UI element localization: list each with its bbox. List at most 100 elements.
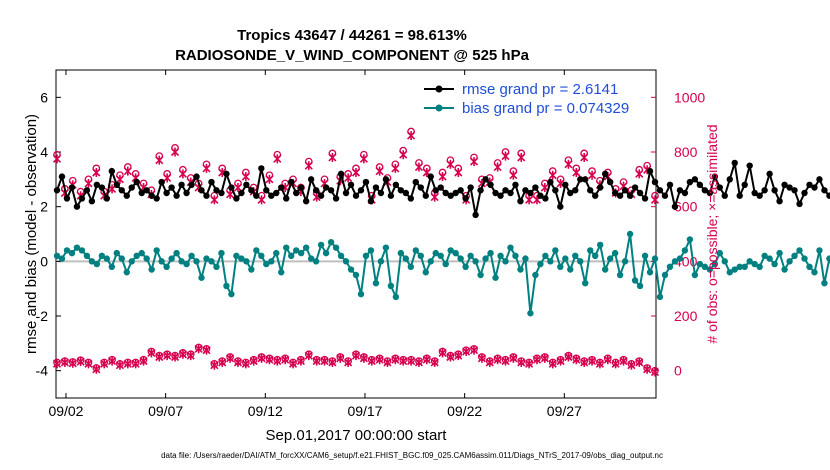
rmse-point [746,162,753,169]
obs-assimilated-marker [509,170,518,180]
obs-assimilated-marker [572,168,581,177]
rmse-point [317,192,325,199]
bias-point [183,260,190,268]
bias-point [736,263,743,270]
rmse-point [407,195,415,202]
rmse-point [243,181,250,188]
bias-point [238,255,245,262]
bias-point [163,263,170,270]
bias-point [626,230,634,238]
bias-point [666,263,674,270]
rmse-point [392,181,400,188]
rmse-point [337,170,345,178]
bias-point [302,244,310,251]
obs-low-assimilated-marker [580,357,589,367]
bias-point [138,249,145,257]
y-tick-label: 6 [40,89,48,105]
rmse-point [357,187,365,194]
rmse-point [467,184,474,191]
rmse-point [78,195,86,202]
y2-tick-label: 1000 [674,89,705,105]
bias-point [557,263,564,270]
obs-low-assimilated-marker [194,344,203,354]
rmse-point [412,178,420,186]
rmse-point [482,176,489,183]
bias-point [641,252,649,260]
bias-point [796,247,803,254]
obs-assimilated-marker [580,152,589,162]
obs-low-assimilated-marker [115,360,125,370]
rmse-point [572,187,579,194]
bias-point [382,244,390,251]
legend-bias-marker [435,104,443,112]
rmse-point [731,159,738,167]
obs-low-assimilated-marker [635,357,644,367]
obs-low-assimilated-marker [68,358,77,368]
bias-point [462,263,469,270]
obs-low-assimilated-marker [446,352,455,362]
obs-assimilated-marker [92,168,101,177]
obs-low-assimilated-marker [454,351,463,361]
bias-point [292,247,300,254]
obs-low-assimilated-marker [359,353,368,363]
obs-low-assimilated-marker [548,359,557,369]
bias-point [502,258,509,265]
rmse-point [532,184,539,191]
obs-low-assimilated-marker [422,355,431,365]
obs-assimilated-marker [650,195,660,205]
obs-low-assimilated-marker [351,351,361,361]
obs-assimilated-marker [265,174,274,184]
rmse-point [791,187,798,194]
bias-point [342,258,350,265]
obs-low-assimilated-marker [603,355,612,365]
rmse-point [417,184,424,191]
rmse-point [312,187,320,194]
bias-point [268,258,275,265]
obs-low-assimilated-marker [517,357,526,367]
rmse-point [766,170,773,178]
rmse-point [587,187,594,194]
obs-low-assimilated-marker [163,351,172,361]
bias-point [467,252,474,260]
bias-point [253,247,260,254]
obs-low-assimilated-marker [155,352,164,362]
bias-point [223,282,230,290]
rmse-point [806,181,813,188]
obs-low-assimilated-marker [532,355,542,365]
bias-point [601,266,609,273]
bias-point [228,290,235,298]
bias-point [507,244,514,251]
bias-point [437,252,444,260]
rmse-point [103,195,111,202]
rmse-point [671,203,679,210]
obs-low-assimilated-marker [76,357,85,367]
obs-low-assimilated-marker [525,359,534,369]
bias-point [711,260,719,268]
x-axis: 09/02 09/07 09/12 09/17 09/22 09/27 [48,70,582,419]
x-tick-label: 09/17 [347,403,382,419]
bias-point [273,249,280,257]
obs-low-assimilated-marker [273,356,282,366]
rmse-point [557,203,564,210]
obs-low-assimilated-marker [391,355,400,365]
rmse-point [686,178,694,186]
rmse-point [547,178,554,186]
rmse-point [362,178,370,186]
bias-point [592,252,599,260]
rmse-point [616,192,624,199]
bias-point [118,255,125,262]
obs-low-assimilated-marker [52,359,62,369]
bias-point [372,280,380,287]
bias-point [826,255,830,262]
rmse-point [143,187,150,194]
rmse-point [278,184,285,191]
rmse-point [621,187,629,194]
rmse-point [517,198,524,205]
rmse-point [93,181,101,188]
rmse-point [168,184,175,191]
rmse-point [183,189,190,197]
rmse-point [377,189,385,197]
bias-point [153,247,160,254]
obs-low-assimilated-marker [619,356,628,366]
rmse-point [606,178,614,186]
